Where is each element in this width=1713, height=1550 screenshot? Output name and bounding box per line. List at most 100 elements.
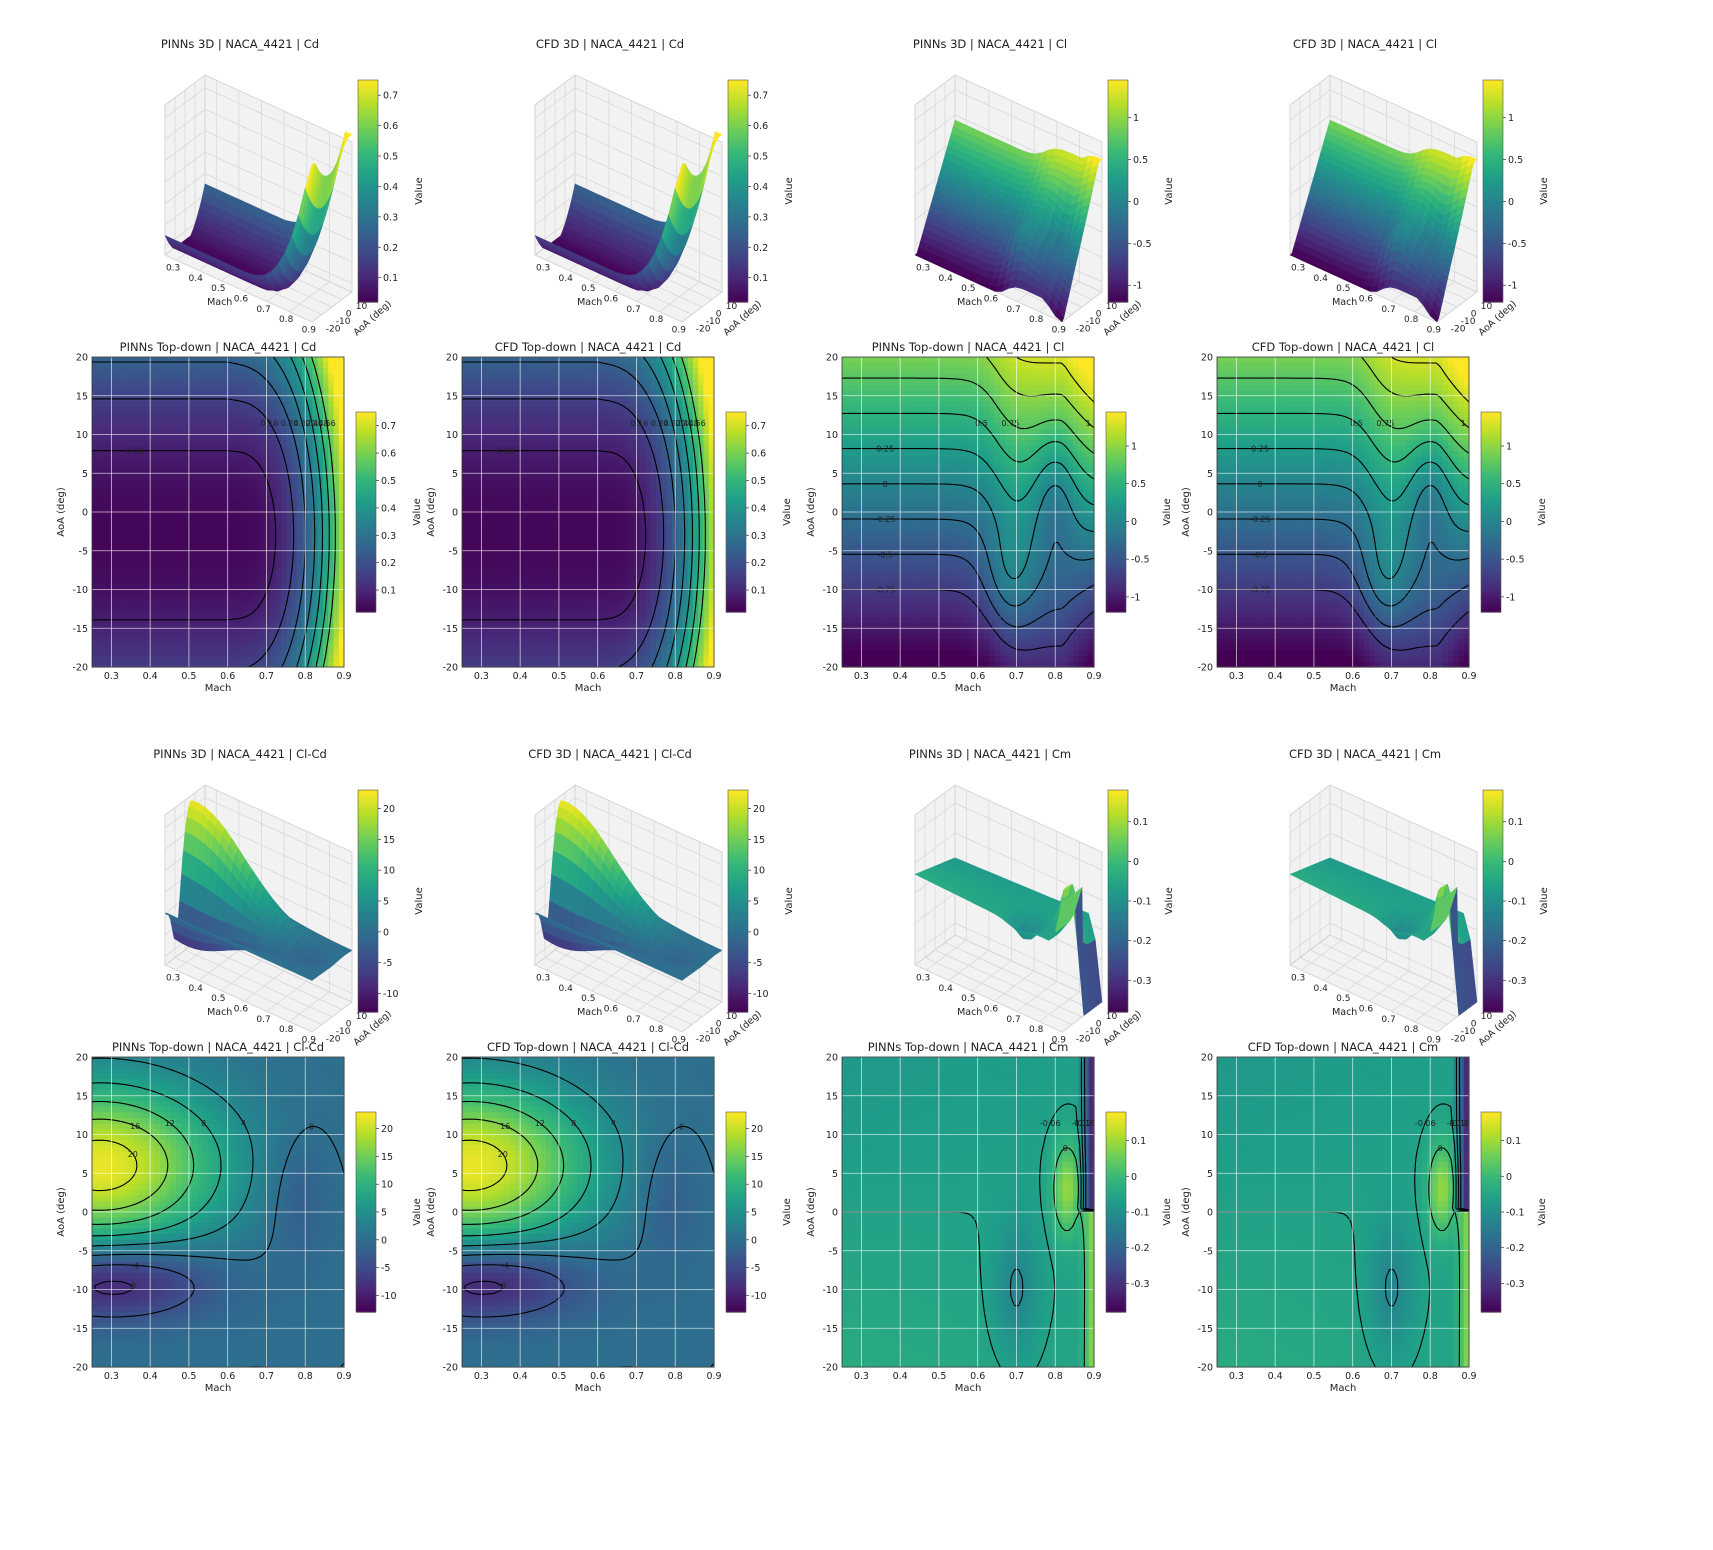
heat-cell	[233, 484, 240, 491]
heat-cell	[144, 589, 151, 596]
colorbar-segment	[1108, 142, 1128, 148]
heat-cell	[317, 357, 324, 364]
heat-cell	[102, 578, 109, 585]
heat-cell	[186, 489, 193, 496]
heat-cell	[254, 600, 261, 607]
heat-cell	[254, 595, 261, 602]
heat-cell	[191, 523, 198, 530]
heat-cell	[191, 489, 198, 496]
heat-cell	[223, 561, 230, 568]
heat-cell	[244, 523, 251, 530]
heat-cell	[212, 401, 219, 408]
heat-cell	[191, 550, 198, 557]
colorbar-segment	[1483, 128, 1503, 133]
heat-cell	[286, 528, 293, 535]
heat-cell	[244, 572, 251, 580]
heat-cell	[160, 462, 167, 469]
heat-cell	[170, 423, 177, 430]
heat-cell	[160, 611, 167, 618]
heat-cell	[296, 434, 303, 441]
heat-cell	[149, 539, 156, 546]
heat-cell	[102, 384, 109, 391]
heat-cell	[197, 517, 203, 524]
heat-cell	[97, 650, 104, 657]
heat-cell	[270, 445, 277, 452]
heat-cell	[239, 567, 245, 574]
heat-cell	[144, 440, 151, 447]
heat-cell	[134, 440, 140, 447]
heat-cell	[244, 445, 251, 452]
heat-cell	[317, 567, 324, 574]
heat-cell	[128, 456, 135, 463]
heat-cell	[296, 572, 303, 580]
heat-cell	[118, 362, 125, 369]
heat-cell	[128, 423, 135, 430]
heat-cell	[102, 456, 109, 463]
heat-cell	[181, 556, 188, 563]
heat-cell	[155, 412, 161, 419]
heat-cell	[260, 572, 266, 580]
heat-cell	[107, 373, 114, 380]
heat-cell	[123, 595, 130, 602]
heat-cell	[170, 500, 177, 508]
heat-cell	[176, 512, 182, 519]
heat-cell	[233, 523, 240, 530]
heat-cell	[165, 572, 172, 580]
heat-cell	[102, 600, 109, 607]
heat-cell	[155, 401, 161, 408]
colorbar-tick-label: 0.7	[383, 91, 398, 102]
heat-cell	[270, 379, 277, 386]
colorbar-segment	[1108, 290, 1128, 296]
heat-cell	[118, 384, 125, 391]
colorbar-tick-label: 0.1	[383, 273, 398, 284]
heat-cell	[97, 489, 104, 496]
heat-cell	[233, 500, 240, 508]
heat-cell	[281, 489, 287, 496]
heat-cell	[107, 600, 114, 607]
colorbar-segment	[1483, 194, 1503, 199]
heat-cell	[170, 589, 177, 596]
heat-cell	[260, 500, 266, 508]
heat-cell	[155, 368, 161, 375]
heat-cell	[92, 473, 98, 480]
heat-cell	[254, 628, 261, 635]
heat-cell	[92, 495, 98, 502]
heat-cell	[223, 595, 230, 602]
colorbar-segment	[1483, 150, 1503, 155]
heat-cell	[202, 489, 209, 496]
heat-cell	[128, 517, 135, 524]
heat-cell	[186, 517, 193, 524]
heat-cell	[123, 561, 130, 568]
heat-cell	[181, 512, 188, 519]
heat-cell	[212, 484, 219, 491]
colorbar-segment	[1108, 276, 1128, 281]
heat-cell	[134, 373, 140, 380]
colorbar-segment	[728, 235, 748, 240]
colorbar-segment	[728, 165, 748, 170]
heat-cell	[244, 440, 251, 447]
heat-cell	[92, 423, 98, 430]
heat-cell	[317, 495, 324, 502]
colorbar-segment	[728, 117, 748, 122]
colorbar-segment	[358, 165, 378, 170]
heat-cell	[176, 628, 182, 635]
heat-cell	[144, 456, 151, 463]
heat-cell	[223, 473, 230, 480]
heat-cell	[176, 606, 182, 613]
heat-cell	[254, 362, 261, 369]
heat-cell	[218, 639, 224, 646]
colorbar-segment	[1483, 216, 1503, 222]
heat-cell	[323, 379, 329, 386]
heat-cell	[249, 589, 256, 596]
heat-cell	[155, 572, 161, 580]
heat-cell	[107, 589, 114, 596]
heat-cell	[160, 478, 167, 485]
heat-cell	[223, 600, 230, 607]
heat-cell	[197, 434, 203, 441]
colorbar-segment	[1108, 228, 1128, 233]
colorbar-segment	[728, 139, 748, 144]
heat-cell	[249, 650, 256, 657]
heat-cell	[207, 517, 214, 524]
heat-cell	[191, 484, 198, 491]
heat-cell	[197, 473, 203, 480]
